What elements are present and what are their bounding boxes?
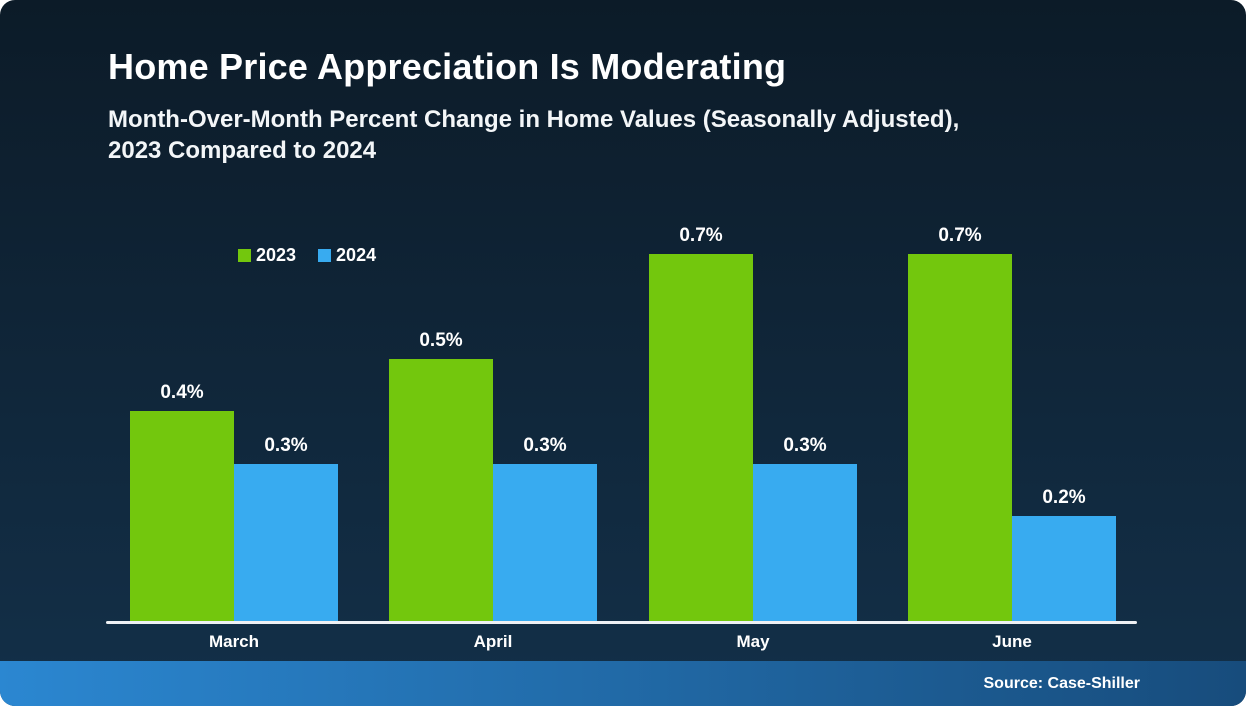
bar-value-label-2023-april: 0.5% xyxy=(419,330,463,351)
bar-2023-march xyxy=(130,411,234,621)
bar-group-may: 0.7% 0.3% May xyxy=(649,225,857,651)
bar-2024-may xyxy=(753,464,857,621)
x-axis-label-march: March xyxy=(208,632,260,651)
bar-value-label-2024-may: 0.3% xyxy=(783,435,827,456)
x-axis-line xyxy=(106,621,1137,624)
bar-2023-june xyxy=(908,254,1012,621)
bar-value-label-2023-march: 0.4% xyxy=(160,382,204,403)
bar-group-march: 0.4% 0.3% March xyxy=(130,228,338,651)
bar-group-june: 0.7% 0.2% June xyxy=(908,225,1116,651)
chart-subtitle: Month-Over-Month Percent Change in Home … xyxy=(108,104,959,166)
bar-value-label-2024-june: 0.2% xyxy=(1042,487,1086,508)
source-credit: Source: Case-Shiller xyxy=(983,674,1141,692)
legend-item-2024: 2024 xyxy=(318,245,376,266)
bar-2024-june xyxy=(1012,516,1116,621)
x-axis-label-april: April xyxy=(473,632,513,651)
bar-2023-april xyxy=(389,359,493,621)
legend-swatch-2024 xyxy=(318,249,332,262)
legend-label-2023: 2023 xyxy=(256,245,297,265)
legend-item-2023: 2023 xyxy=(238,245,296,266)
bar-value-label-2024-march: 0.3% xyxy=(264,435,308,456)
footer-bar: Source: Case-Shiller xyxy=(0,661,1246,706)
bar-group-april: 0.5% 0.3% April xyxy=(389,228,597,651)
legend: 2023 2024 xyxy=(238,245,376,266)
bar-2024-april xyxy=(493,464,597,621)
chart-subtitle-line1: Month-Over-Month Percent Change in Home … xyxy=(108,106,960,133)
bar-value-label-2023-may: 0.7% xyxy=(679,225,723,246)
x-axis-label-june: June xyxy=(992,632,1032,651)
bar-2024-march xyxy=(234,464,338,621)
chart-subtitle-line2: 2023 Compared to 2024 xyxy=(108,137,377,164)
chart-title: Home Price Appreciation Is Moderating xyxy=(108,46,787,87)
bar-value-label-2024-april: 0.3% xyxy=(523,435,567,456)
x-axis-label-may: May xyxy=(736,632,770,651)
bar-value-label-2023-june: 0.7% xyxy=(938,225,982,246)
plot-area: 0.4% 0.3% March 0.5% 0.3% April 0.7% 0.3% May 0.7… xyxy=(106,225,1137,651)
bar-2023-may xyxy=(649,254,753,621)
legend-label-2024: 2024 xyxy=(336,245,377,265)
legend-swatch-2023 xyxy=(238,249,251,262)
